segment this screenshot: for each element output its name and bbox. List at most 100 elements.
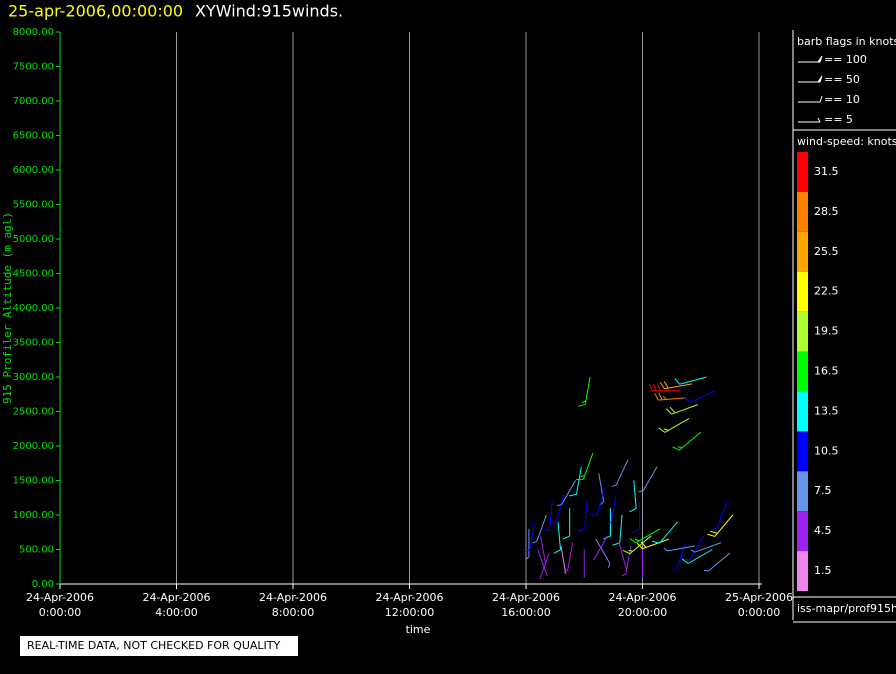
barb-legend-icon bbox=[798, 55, 823, 63]
colorbar-label: 4.5 bbox=[814, 524, 832, 537]
wind-barb bbox=[638, 466, 658, 493]
notice-box bbox=[20, 636, 298, 656]
wind-barb bbox=[589, 487, 606, 517]
colorbar-swatch bbox=[797, 152, 808, 192]
barb-legend-icon bbox=[798, 95, 823, 103]
y-tick-label: 0.00 bbox=[32, 579, 54, 590]
wind-barb bbox=[658, 417, 690, 433]
x-tick-label: 0:00:00 bbox=[738, 606, 780, 619]
wind-barb bbox=[556, 480, 576, 507]
x-tick-label: 24-Apr-2006 bbox=[142, 591, 210, 604]
colorbar-label: 1.5 bbox=[814, 564, 832, 577]
wind-barb bbox=[681, 549, 713, 564]
wind-barb bbox=[611, 459, 629, 487]
colorbar-swatch bbox=[797, 271, 808, 312]
wind-barb bbox=[575, 452, 594, 481]
colorbar-title: wind-speed: knots bbox=[797, 135, 896, 148]
wind-barb bbox=[563, 542, 574, 573]
colorbar-swatch bbox=[797, 551, 808, 591]
wind-barb bbox=[632, 501, 641, 533]
wind-barb bbox=[707, 514, 734, 537]
wind-barb bbox=[672, 542, 687, 572]
y-tick-label: 7500.00 bbox=[13, 62, 54, 73]
y-tick-label: 3000.00 bbox=[13, 372, 54, 383]
wind-barb bbox=[525, 528, 530, 561]
y-tick-label: 6500.00 bbox=[13, 131, 54, 142]
chart-subtitle: XYWind:915winds. bbox=[195, 2, 343, 21]
wind-barb bbox=[629, 528, 661, 544]
y-tick-label: 3500.00 bbox=[13, 338, 54, 349]
chart-title: 25-apr-2006,00:00:00 bbox=[8, 2, 183, 21]
wind-barb bbox=[665, 404, 699, 415]
wind-barb bbox=[672, 431, 702, 451]
y-tick-label: 8000.00 bbox=[13, 27, 54, 38]
wind-barb bbox=[532, 514, 547, 544]
x-tick-label: 25-Apr-2006 bbox=[725, 591, 793, 604]
y-axis-label: 915 Profiler Altitude (m agl) bbox=[1, 212, 14, 404]
x-tick-label: 4:00:00 bbox=[155, 606, 197, 619]
x-tick-label: 24-Apr-2006 bbox=[608, 591, 676, 604]
y-tick-label: 4500.00 bbox=[13, 269, 54, 280]
y-tick-label: 500.00 bbox=[19, 545, 54, 556]
wind-barb bbox=[682, 535, 705, 561]
wind-barb bbox=[562, 508, 571, 540]
x-tick-label: 0:00:00 bbox=[39, 606, 81, 619]
wind-barb bbox=[663, 545, 696, 552]
wind-barb bbox=[539, 552, 550, 580]
wind-barb bbox=[552, 494, 565, 524]
colorbar-label: 13.5 bbox=[814, 404, 839, 417]
wind-barb bbox=[542, 501, 553, 532]
wind-barb bbox=[540, 535, 546, 564]
barb-legend-label: == 5 bbox=[824, 113, 853, 126]
y-tick-label: 2000.00 bbox=[13, 441, 54, 452]
wind-barb bbox=[595, 538, 611, 568]
colorbar-swatch bbox=[797, 471, 808, 512]
source-label: iss-mapr/prof915h bbox=[797, 602, 896, 615]
notice: REAL-TIME DATA, NOT CHECKED FOR QUALITY bbox=[27, 639, 281, 652]
colorbar-swatch bbox=[797, 351, 808, 392]
wind-barb bbox=[648, 383, 681, 392]
wind-barb bbox=[577, 376, 591, 407]
y-tick-label: 5500.00 bbox=[13, 200, 54, 211]
wind-barb bbox=[683, 390, 716, 404]
wind-barb bbox=[598, 473, 605, 506]
barb-legend-label: == 10 bbox=[824, 93, 860, 106]
wind-barb bbox=[703, 552, 731, 572]
colorbar-label: 31.5 bbox=[814, 165, 839, 178]
x-tick-label: 8:00:00 bbox=[272, 606, 314, 619]
y-tick-label: 1500.00 bbox=[13, 476, 54, 487]
x-tick-label: 24-Apr-2006 bbox=[26, 591, 94, 604]
wind-barb bbox=[553, 521, 561, 554]
barb-legend-icon bbox=[798, 117, 821, 123]
barb-legend-icon bbox=[798, 75, 823, 83]
colorbar-label: 16.5 bbox=[814, 365, 839, 378]
wind-barb bbox=[560, 545, 567, 574]
x-tick-label: 16:00:00 bbox=[501, 606, 550, 619]
wind-barb bbox=[629, 480, 637, 513]
wind-barb bbox=[537, 549, 548, 576]
colorbar-label: 28.5 bbox=[814, 205, 839, 218]
y-tick-label: 7000.00 bbox=[13, 96, 54, 107]
colorbar-swatch bbox=[797, 311, 808, 352]
colorbar-swatch bbox=[797, 231, 808, 272]
y-tick-label: 2500.00 bbox=[13, 407, 54, 418]
wind-barb bbox=[568, 466, 582, 497]
barb-legend-label: == 100 bbox=[824, 53, 867, 66]
x-tick-label: 24-Apr-2006 bbox=[259, 591, 327, 604]
y-tick-label: 1000.00 bbox=[13, 510, 54, 521]
barb-legend-label: == 50 bbox=[824, 73, 860, 86]
wind-barb bbox=[712, 501, 728, 530]
barb-legend-title: barb flags in knots bbox=[797, 35, 896, 48]
wind-barb bbox=[652, 521, 678, 544]
wind-barb bbox=[674, 376, 707, 385]
x-tick-label: 12:00:00 bbox=[385, 606, 434, 619]
colorbar-label: 19.5 bbox=[814, 325, 839, 338]
colorbar-label: 22.5 bbox=[814, 285, 839, 298]
wind-barb bbox=[618, 542, 627, 570]
colorbar-label: 10.5 bbox=[814, 444, 839, 457]
colorbar-label: 7.5 bbox=[814, 484, 832, 497]
colorbar-swatch bbox=[797, 191, 808, 232]
x-tick-label: 20:00:00 bbox=[618, 606, 667, 619]
barbs bbox=[525, 376, 734, 580]
